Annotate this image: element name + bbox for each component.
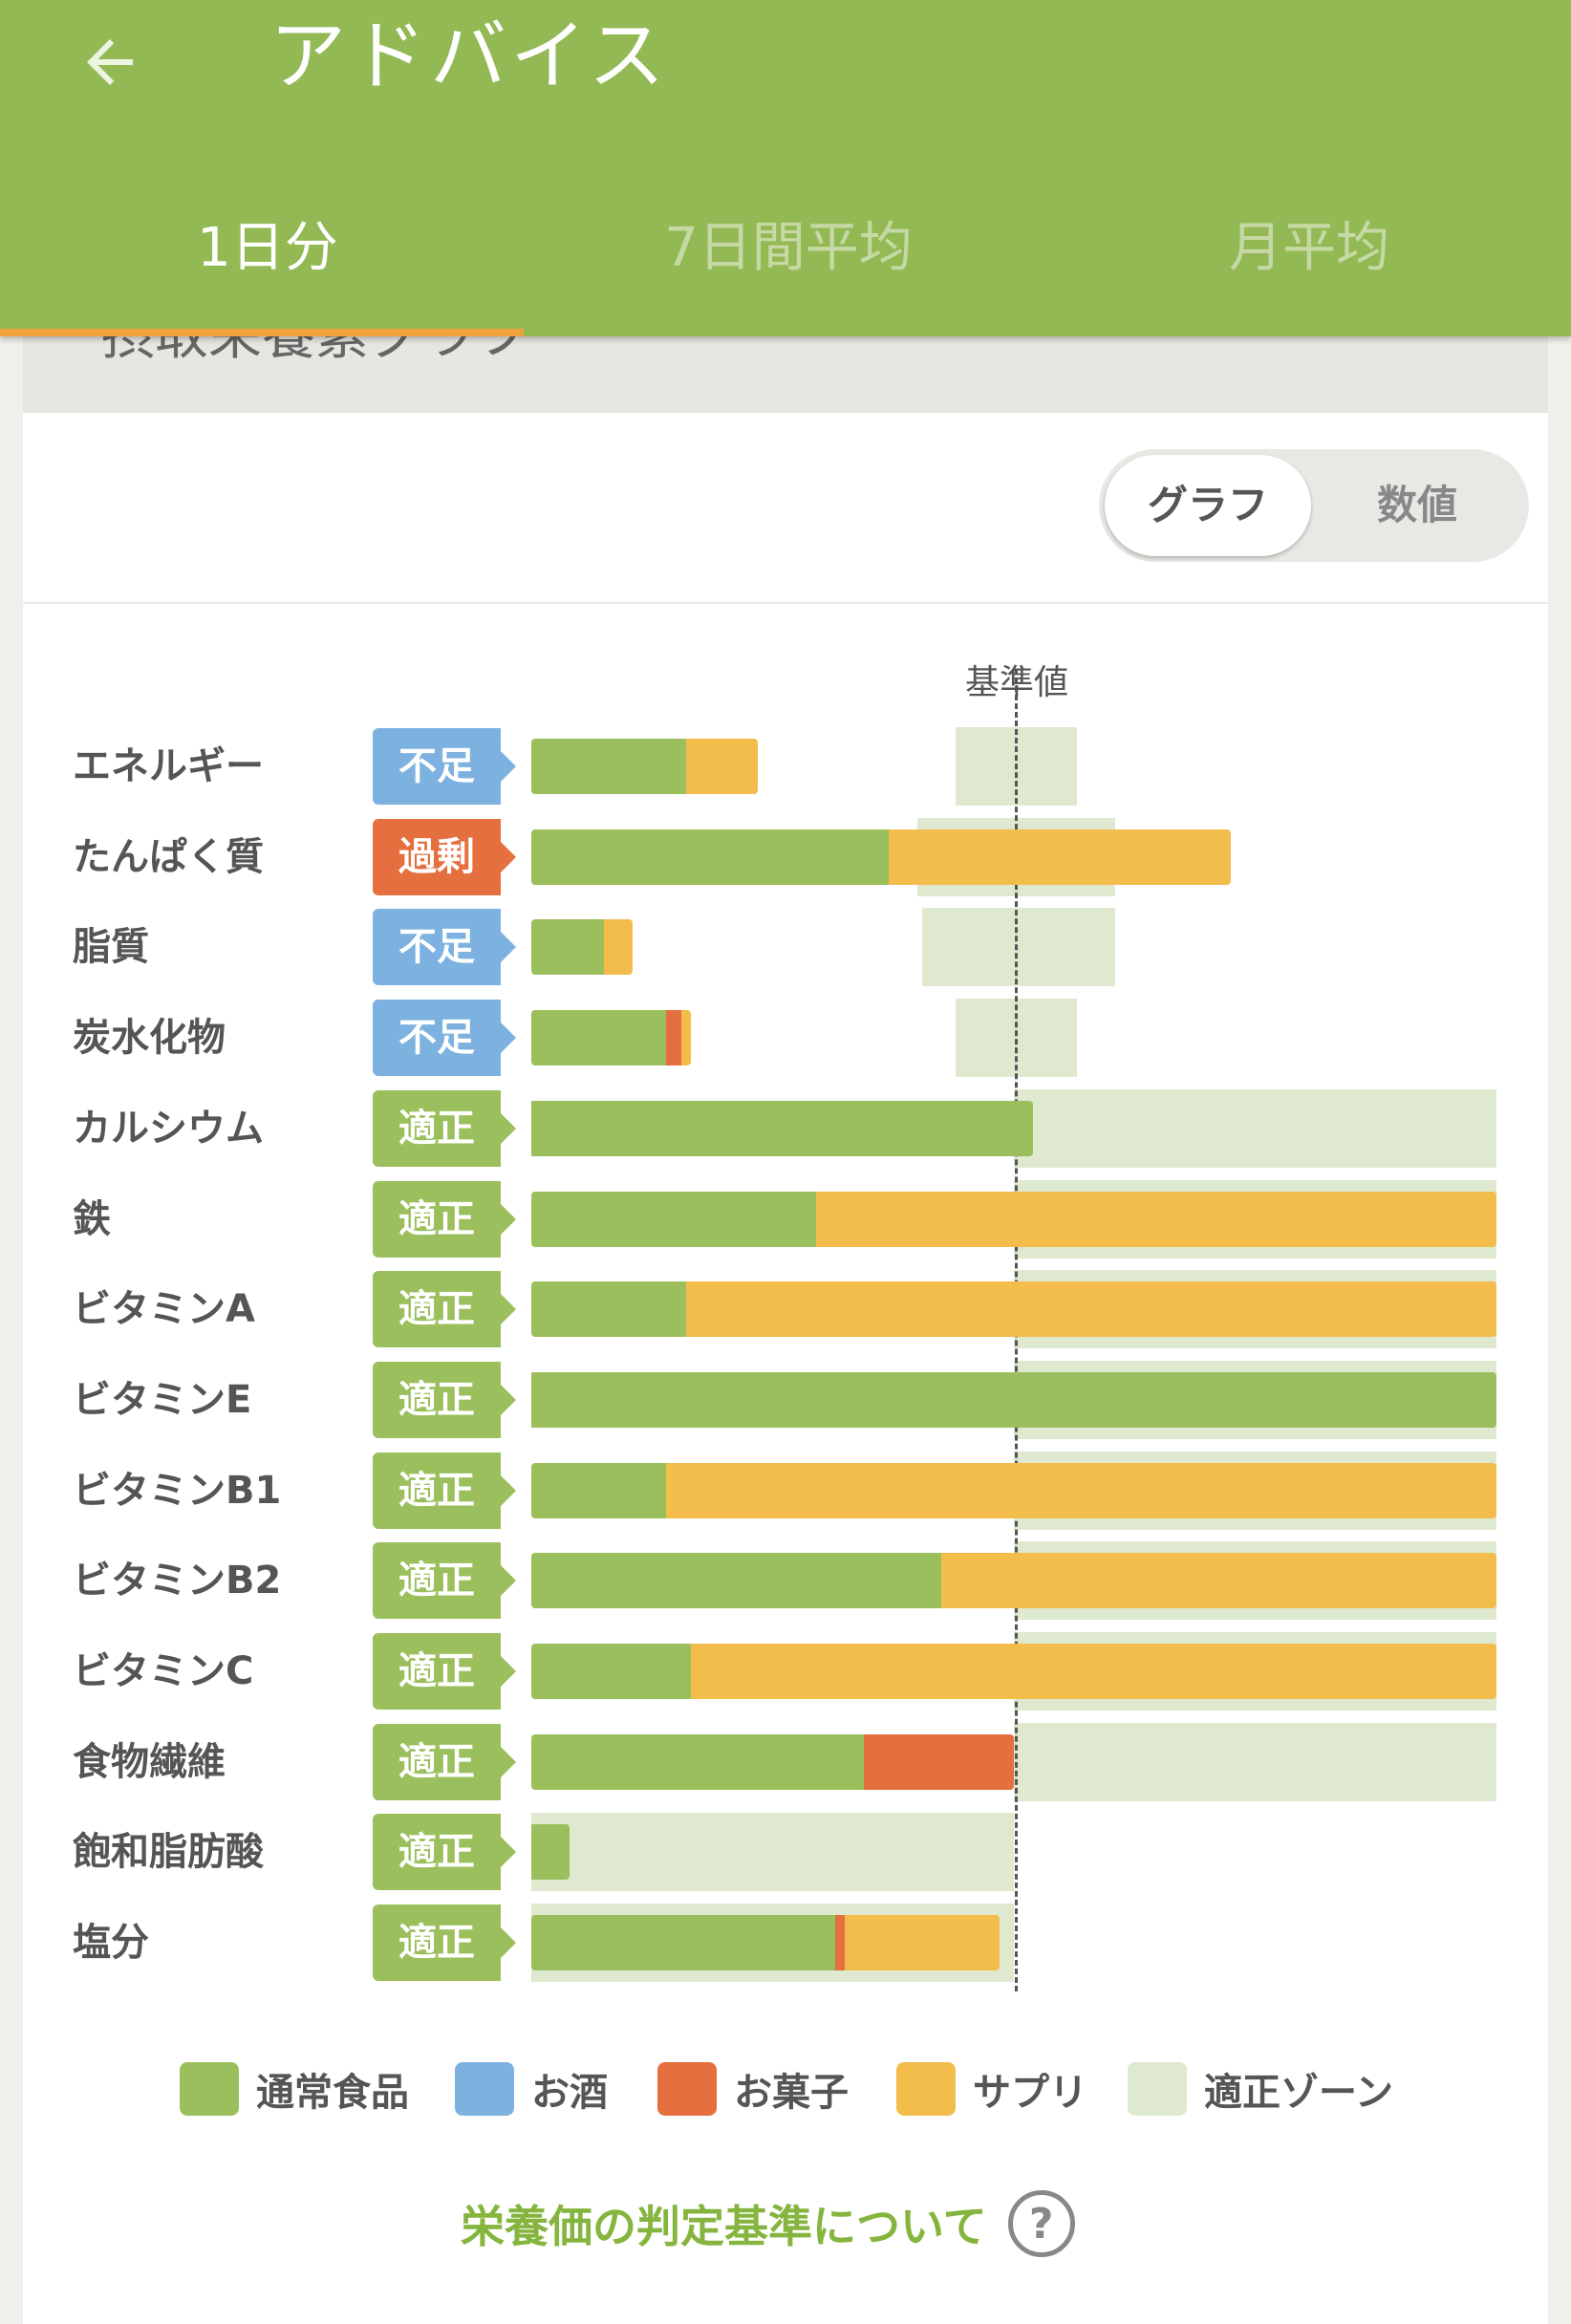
legend-swatch	[657, 2062, 717, 2116]
divider	[23, 602, 1548, 604]
section-title: 摂取栄養素グラフ	[101, 336, 529, 370]
back-button[interactable]	[57, 10, 162, 115]
status-badge: 適正	[373, 1814, 516, 1891]
legend-item-normal-food: 通常食品	[180, 2060, 409, 2118]
legend-item-alcohol: お酒	[455, 2060, 608, 2118]
number-toggle-button[interactable]: 数値	[1376, 482, 1457, 528]
legend-item-sweets: お菓子	[657, 2060, 849, 2118]
tab-monthly-average[interactable]: 月平均	[1229, 217, 1389, 279]
graph-toggle-button[interactable]: グラフ	[1105, 455, 1311, 556]
nutrient-card	[23, 413, 1548, 2324]
status-badge: 適正	[373, 1271, 516, 1348]
legend-label: サプリ	[973, 2071, 1087, 2115]
legend-label: お酒	[531, 2071, 608, 2115]
legend-item-supplement: サプリ	[896, 2060, 1087, 2118]
tab-indicator	[0, 329, 524, 336]
status-badge: 不足	[373, 1000, 516, 1077]
legend-label: お菓子	[734, 2071, 849, 2115]
status-badge: 適正	[373, 1633, 516, 1710]
arrow-left-icon	[87, 39, 133, 85]
legend-swatch	[1128, 2062, 1187, 2116]
app-bar: アドバイス 1日分 7日間平均 月平均	[0, 0, 1571, 336]
legend-item-zone: 適正ゾーン	[1128, 2060, 1393, 2118]
chart-legend: 通常食品 お酒 お菓子 サプリ 適正ゾーン	[0, 2055, 1571, 2121]
status-badge: 適正	[373, 1180, 516, 1258]
view-toggle: グラフ 数値	[1099, 449, 1529, 562]
status-badge: 適正	[373, 1361, 516, 1438]
criteria-link-text: 栄養価の判定基準について	[461, 2201, 987, 2252]
legend-label: 適正ゾーン	[1204, 2071, 1393, 2115]
legend-swatch	[180, 2062, 239, 2116]
status-badge: 適正	[373, 1452, 516, 1529]
criteria-link[interactable]: 栄養価の判定基準について ?	[461, 2181, 1075, 2267]
status-badge: 適正	[373, 1904, 516, 1982]
status-badge: 不足	[373, 909, 516, 986]
status-badge: 適正	[373, 1542, 516, 1620]
section-header: 摂取栄養素グラフ	[23, 336, 1548, 413]
legend-swatch	[455, 2062, 514, 2116]
tab-7day-average[interactable]: 7日間平均	[664, 217, 913, 279]
legend-swatch	[896, 2062, 956, 2116]
page-title: アドバイス	[269, 11, 669, 100]
status-badge: 適正	[373, 1723, 516, 1800]
legend-label: 通常食品	[256, 2071, 409, 2115]
tab-1day[interactable]: 1日分	[197, 217, 338, 279]
status-badge: 適正	[373, 1089, 516, 1167]
status-badge: 不足	[373, 728, 516, 805]
status-badge: 過剰	[373, 818, 516, 895]
question-circle-icon[interactable]: ?	[1007, 2190, 1075, 2257]
